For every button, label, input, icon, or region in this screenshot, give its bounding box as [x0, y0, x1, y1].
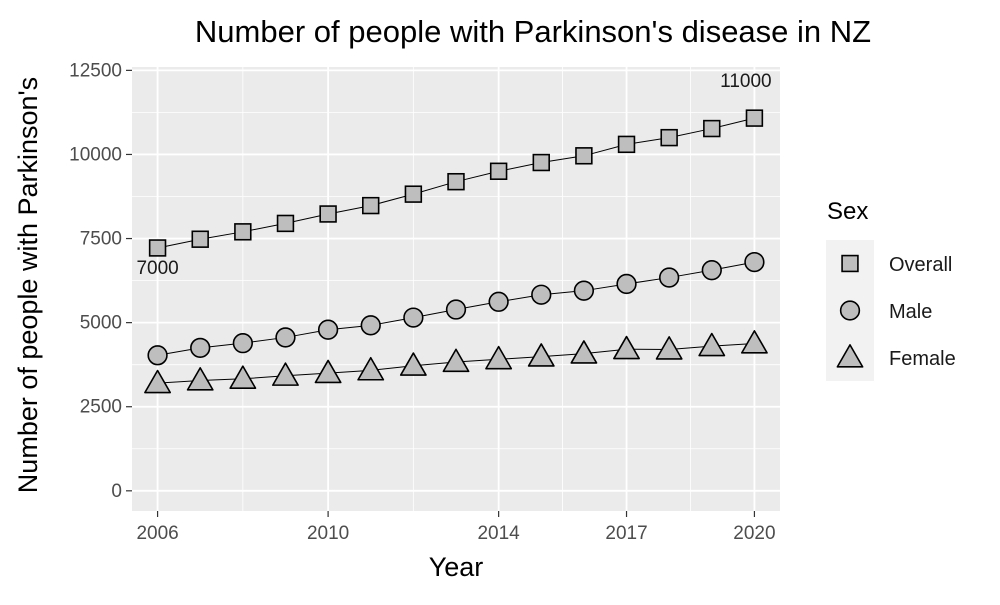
y-tick-label: 7500 — [80, 229, 122, 250]
series-female — [144, 330, 768, 394]
data-point — [403, 307, 424, 328]
data-point — [485, 345, 513, 370]
y-tick-label: 12500 — [69, 60, 122, 81]
data-point — [229, 365, 257, 389]
panel-background — [132, 67, 780, 511]
x-tick-label: 2014 — [477, 523, 520, 544]
data-point — [362, 196, 380, 215]
data-point — [314, 359, 342, 384]
legend-item-male: Male — [826, 287, 932, 334]
data-point — [527, 343, 555, 367]
data-point — [144, 369, 172, 394]
data-point — [616, 273, 637, 295]
data-point — [613, 335, 640, 360]
data-point — [317, 319, 339, 340]
y-tick-label: 5000 — [80, 313, 122, 334]
chart-title: Number of people with Parkinson's diseas… — [195, 14, 871, 49]
data-point — [745, 109, 764, 127]
data-point — [276, 214, 295, 233]
legend-item-female: Female — [826, 334, 956, 381]
data-point — [655, 336, 683, 360]
data-point — [272, 362, 299, 386]
data-point — [575, 147, 593, 165]
data-point — [570, 340, 598, 364]
series-overall — [148, 109, 764, 257]
series-male — [147, 251, 765, 366]
data-point — [191, 230, 209, 248]
x-tick-label: 2020 — [733, 523, 775, 544]
data-point — [232, 333, 253, 354]
x-tick-label: 2006 — [136, 523, 178, 544]
legend-title: Sex — [827, 198, 868, 225]
data-point — [531, 284, 552, 305]
data-point — [617, 135, 636, 154]
legend-key-marker — [839, 300, 861, 321]
data-point — [360, 315, 381, 336]
data-point — [275, 327, 296, 348]
data-point — [701, 260, 722, 281]
data-point — [357, 356, 385, 381]
x-tick-label: 2017 — [605, 523, 647, 544]
y-tick-label: 2500 — [80, 397, 122, 418]
legend: Overall Male Female — [826, 240, 956, 381]
x-axis-label: Year — [429, 552, 484, 582]
data-point — [744, 251, 765, 273]
data-point — [148, 239, 167, 257]
data-point — [489, 162, 508, 180]
data-point — [399, 352, 427, 376]
data-point — [447, 172, 465, 191]
data-point — [319, 205, 337, 223]
legend-label: Male — [889, 301, 932, 323]
data-point — [488, 291, 509, 312]
data-point — [660, 128, 678, 147]
legend-key-marker — [836, 344, 864, 368]
data-point — [532, 153, 550, 172]
data-point — [234, 223, 252, 241]
data-label: 11000 — [720, 71, 771, 92]
data-point — [190, 337, 211, 359]
legend-label: Overall — [889, 254, 952, 276]
data-point — [442, 348, 470, 373]
legend-item-overall: Overall — [826, 240, 952, 287]
legend-key-marker — [841, 254, 859, 273]
x-tick-label: 2010 — [307, 523, 349, 544]
data-point — [573, 280, 595, 301]
legend-label: Female — [889, 348, 956, 370]
y-axis-label: Number of people with Parkinson's — [13, 77, 43, 493]
data-point — [698, 332, 726, 357]
data-point — [404, 185, 423, 203]
y-tick-label: 10000 — [69, 144, 122, 165]
data-point — [445, 299, 467, 320]
data-point — [186, 367, 214, 391]
data-point — [740, 330, 768, 354]
data-point — [659, 267, 680, 288]
data-point — [703, 119, 721, 138]
y-tick-label: 0 — [111, 481, 122, 502]
data-point — [147, 345, 168, 366]
data-label: 7000 — [136, 258, 178, 279]
series-layer: 7000 11000 — [136, 71, 772, 394]
